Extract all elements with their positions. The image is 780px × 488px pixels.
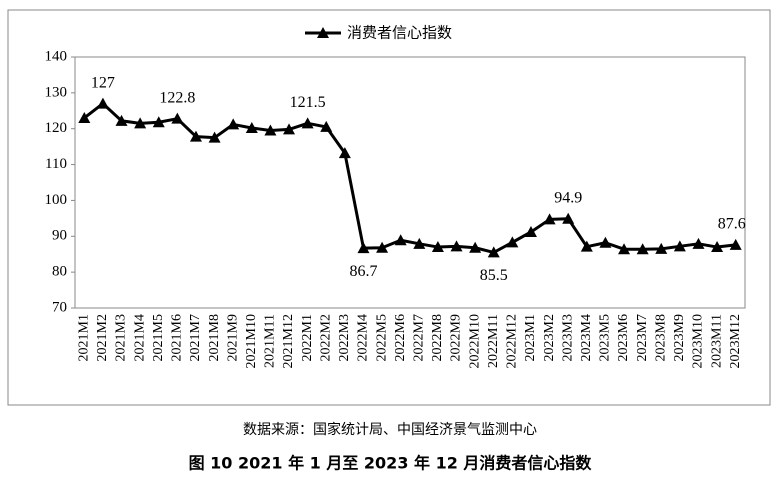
- x-tick-label: 2022M6: [393, 314, 408, 361]
- point-marker: [227, 118, 240, 130]
- x-tick-label: 2021M11: [263, 314, 278, 368]
- point-marker: [115, 114, 128, 126]
- point-marker: [636, 243, 649, 255]
- x-tick-label: 2023M12: [728, 314, 743, 368]
- x-tick-label: 2022M7: [412, 314, 427, 361]
- x-tick-label: 2022M4: [356, 314, 371, 361]
- x-tick-label: 2022M8: [430, 314, 445, 361]
- source-note: 数据来源：国家统计局、中国经济景气监测中心: [243, 421, 537, 438]
- point-marker: [673, 240, 686, 252]
- x-tick-label: 2023M4: [579, 314, 594, 361]
- x-tick-label: 2023M2: [542, 314, 557, 361]
- x-tick-label: 2023M10: [691, 314, 706, 368]
- y-tick-label: 140: [45, 48, 68, 64]
- x-tick-label: 2023M11: [709, 314, 724, 368]
- point-marker: [264, 124, 277, 136]
- point-marker: [711, 241, 724, 253]
- x-tick-label: 2022M11: [486, 314, 501, 368]
- data-label: 121.5: [290, 94, 326, 111]
- plot-frame: [74, 56, 746, 309]
- point-marker: [208, 131, 221, 143]
- x-tick-label: 2023M9: [672, 314, 687, 361]
- figure-title: 图 10 2021 年 1 月至 2023 年 12 月消费者信心指数: [189, 454, 593, 473]
- point-marker: [189, 130, 202, 142]
- point-marker: [543, 213, 556, 225]
- y-tick-label: 110: [45, 156, 67, 172]
- point-marker: [431, 241, 444, 253]
- x-tick-label: 2023M7: [635, 314, 650, 361]
- x-tick-label: 2021M12: [281, 314, 296, 368]
- x-tick-label: 2021M7: [188, 314, 203, 361]
- point-marker: [655, 242, 668, 254]
- point-marker: [171, 112, 184, 124]
- point-marker: [376, 241, 389, 253]
- point-marker: [338, 147, 351, 159]
- y-tick-label: 100: [45, 192, 68, 208]
- x-tick-label: 2022M1: [300, 314, 315, 361]
- x-tick-label: 2021M8: [207, 314, 222, 361]
- x-tick-label: 2023M1: [523, 314, 538, 361]
- x-tick-label: 2023M5: [598, 314, 613, 361]
- x-tick-label: 2022M2: [318, 314, 333, 361]
- point-marker: [134, 117, 147, 129]
- x-tick-label: 2021M5: [151, 314, 166, 361]
- x-tick-label: 2021M10: [244, 314, 259, 368]
- x-tick-label: 2021M3: [114, 314, 129, 361]
- x-tick-label: 2022M12: [505, 314, 520, 368]
- point-marker: [78, 111, 91, 123]
- point-marker: [487, 246, 500, 258]
- y-tick-label: 70: [52, 299, 67, 315]
- data-label: 87.6: [718, 216, 746, 233]
- x-tick-label: 2023M3: [560, 314, 575, 361]
- point-marker: [245, 121, 258, 133]
- x-tick-label: 2022M3: [337, 314, 352, 361]
- data-label: 94.9: [554, 189, 582, 206]
- y-tick-label: 120: [45, 120, 68, 136]
- point-marker: [580, 240, 593, 252]
- data-label: 122.8: [159, 89, 195, 106]
- x-tick-label: 2021M6: [170, 314, 185, 361]
- x-tick-label: 2021M4: [132, 314, 147, 361]
- point-marker: [413, 237, 426, 249]
- point-marker: [394, 234, 407, 246]
- data-label: 86.7: [349, 263, 377, 280]
- data-label: 127: [91, 74, 115, 91]
- line: [83, 102, 736, 254]
- x-tick-label: 2021M2: [95, 314, 110, 361]
- point-marker: [469, 241, 482, 253]
- legend-label: 消费者信心指数: [347, 24, 452, 42]
- y-tick-label: 80: [52, 264, 67, 280]
- legend-marker: [317, 27, 329, 38]
- x-tick-label: 2022M5: [374, 314, 389, 361]
- point-marker: [618, 243, 631, 255]
- point-marker: [357, 242, 370, 254]
- point-marker: [599, 236, 612, 248]
- y-tick-label: 90: [52, 228, 67, 244]
- data-label: 85.5: [480, 267, 508, 284]
- x-tick-label: 2023M6: [616, 314, 631, 361]
- x-tick-label: 2022M9: [449, 314, 464, 361]
- x-tick-label: 2021M9: [225, 314, 240, 361]
- point-marker: [506, 236, 519, 248]
- x-tick-label: 2022M10: [467, 314, 482, 368]
- point-marker: [283, 123, 296, 135]
- point-marker: [524, 225, 537, 237]
- point-marker: [562, 212, 575, 224]
- point-marker: [301, 117, 314, 129]
- point-marker: [96, 97, 109, 109]
- point-marker: [320, 120, 333, 132]
- x-tick-label: 2021M1: [77, 314, 92, 361]
- point-marker: [729, 238, 742, 250]
- point-marker: [450, 240, 463, 252]
- point-marker: [692, 237, 705, 249]
- point-marker: [152, 116, 165, 128]
- y-tick-label: 130: [45, 84, 68, 100]
- chart-frame: [7, 9, 771, 406]
- x-tick-label: 2023M8: [653, 314, 668, 361]
